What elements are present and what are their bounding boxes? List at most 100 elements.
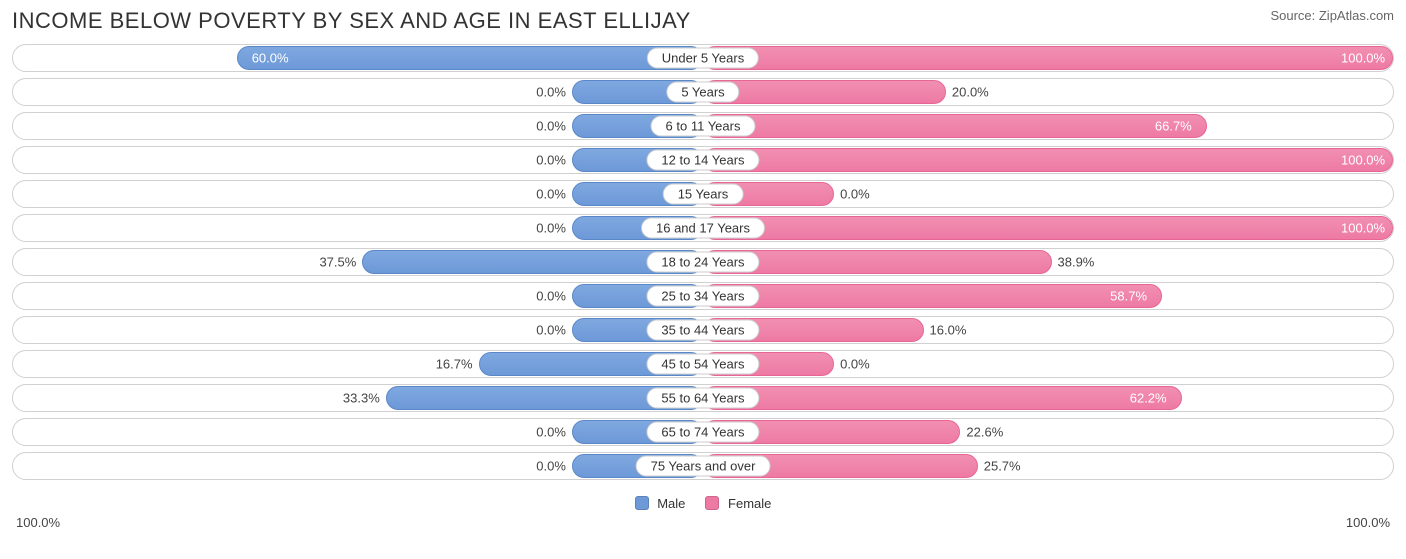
male-value-label: 33.3% xyxy=(343,391,380,406)
female-value-label: 25.7% xyxy=(984,459,1021,474)
male-half: 0.0% xyxy=(13,283,703,309)
category-label: 55 to 64 Years xyxy=(646,388,759,409)
female-swatch-icon xyxy=(705,496,719,510)
female-value-label: 20.0% xyxy=(952,85,989,100)
male-value-label: 16.7% xyxy=(436,357,473,372)
category-label: 75 Years and over xyxy=(636,456,771,477)
female-bar xyxy=(703,148,1393,172)
female-value-label: 0.0% xyxy=(840,187,870,202)
male-swatch-icon xyxy=(635,496,649,510)
legend-male: Male xyxy=(635,496,686,511)
chart-source: Source: ZipAtlas.com xyxy=(1270,8,1394,23)
male-value-label: 0.0% xyxy=(536,459,566,474)
female-half: 0.0% xyxy=(703,351,1393,377)
axis-left-label: 100.0% xyxy=(16,515,60,530)
male-half: 0.0% xyxy=(13,147,703,173)
chart-row: 0.0% 0.0% 15 Years xyxy=(12,180,1394,208)
male-value-label: 60.0% xyxy=(252,51,289,66)
male-half: 0.0% xyxy=(13,453,703,479)
female-half: 100.0% xyxy=(703,45,1393,71)
female-half: 22.6% xyxy=(703,419,1393,445)
female-value-label: 22.6% xyxy=(966,425,1003,440)
female-value-label: 58.7% xyxy=(1110,289,1147,304)
chart-row: 0.0% 58.7% 25 to 34 Years xyxy=(12,282,1394,310)
category-label: 65 to 74 Years xyxy=(646,422,759,443)
male-half: 0.0% xyxy=(13,215,703,241)
category-label: 15 Years xyxy=(663,184,744,205)
category-label: 18 to 24 Years xyxy=(646,252,759,273)
female-half: 25.7% xyxy=(703,453,1393,479)
chart-legend: Male Female xyxy=(12,496,1394,511)
female-half: 38.9% xyxy=(703,249,1393,275)
female-half: 0.0% xyxy=(703,181,1393,207)
female-half: 58.7% xyxy=(703,283,1393,309)
chart-row: 0.0% 16.0% 35 to 44 Years xyxy=(12,316,1394,344)
female-value-label: 100.0% xyxy=(1341,51,1385,66)
male-value-label: 0.0% xyxy=(536,221,566,236)
female-bar xyxy=(703,80,946,104)
female-half: 100.0% xyxy=(703,215,1393,241)
category-label: 35 to 44 Years xyxy=(646,320,759,341)
chart-row: 0.0% 25.7% 75 Years and over xyxy=(12,452,1394,480)
male-half: 0.0% xyxy=(13,181,703,207)
legend-male-label: Male xyxy=(657,496,685,511)
female-value-label: 100.0% xyxy=(1341,221,1385,236)
chart-row: 60.0% 100.0% Under 5 Years xyxy=(12,44,1394,72)
chart-row: 0.0% 100.0% 16 and 17 Years xyxy=(12,214,1394,242)
chart-row: 37.5% 38.9% 18 to 24 Years xyxy=(12,248,1394,276)
chart-row: 16.7% 0.0% 45 to 54 Years xyxy=(12,350,1394,378)
category-label: 5 Years xyxy=(666,82,739,103)
chart-area: 60.0% 100.0% Under 5 Years 0.0% 20.0% 5 Years… xyxy=(12,44,1394,492)
male-value-label: 0.0% xyxy=(536,323,566,338)
female-bar xyxy=(703,216,1393,240)
chart-title: INCOME BELOW POVERTY BY SEX AND AGE IN E… xyxy=(12,8,691,34)
male-value-label: 0.0% xyxy=(536,119,566,134)
male-value-label: 0.0% xyxy=(536,425,566,440)
male-value-label: 0.0% xyxy=(536,187,566,202)
male-value-label: 37.5% xyxy=(319,255,356,270)
female-half: 66.7% xyxy=(703,113,1393,139)
chart-row: 0.0% 100.0% 12 to 14 Years xyxy=(12,146,1394,174)
female-value-label: 38.9% xyxy=(1058,255,1095,270)
male-half: 0.0% xyxy=(13,79,703,105)
female-value-label: 100.0% xyxy=(1341,153,1385,168)
female-half: 62.2% xyxy=(703,385,1393,411)
category-label: 45 to 54 Years xyxy=(646,354,759,375)
female-bar xyxy=(703,114,1207,138)
category-label: 25 to 34 Years xyxy=(646,286,759,307)
male-value-label: 0.0% xyxy=(536,289,566,304)
female-bar xyxy=(703,386,1182,410)
legend-female: Female xyxy=(705,496,771,511)
female-value-label: 66.7% xyxy=(1155,119,1192,134)
male-value-label: 0.0% xyxy=(536,85,566,100)
chart-axis: 100.0% 100.0% xyxy=(12,515,1394,530)
female-bar xyxy=(703,46,1393,70)
male-bar xyxy=(237,46,703,70)
male-half: 60.0% xyxy=(13,45,703,71)
chart-row: 33.3% 62.2% 55 to 64 Years xyxy=(12,384,1394,412)
legend-female-label: Female xyxy=(728,496,771,511)
chart-header: INCOME BELOW POVERTY BY SEX AND AGE IN E… xyxy=(12,8,1394,34)
category-label: 12 to 14 Years xyxy=(646,150,759,171)
male-half: 0.0% xyxy=(13,113,703,139)
male-half: 33.3% xyxy=(13,385,703,411)
male-half: 0.0% xyxy=(13,419,703,445)
female-value-label: 16.0% xyxy=(930,323,967,338)
male-value-label: 0.0% xyxy=(536,153,566,168)
female-value-label: 62.2% xyxy=(1130,391,1167,406)
male-half: 37.5% xyxy=(13,249,703,275)
category-label: Under 5 Years xyxy=(647,48,759,69)
category-label: 6 to 11 Years xyxy=(651,116,756,137)
chart-row: 0.0% 20.0% 5 Years xyxy=(12,78,1394,106)
female-half: 100.0% xyxy=(703,147,1393,173)
male-half: 16.7% xyxy=(13,351,703,377)
male-half: 0.0% xyxy=(13,317,703,343)
female-bar xyxy=(703,284,1162,308)
chart-row: 0.0% 22.6% 65 to 74 Years xyxy=(12,418,1394,446)
female-half: 16.0% xyxy=(703,317,1393,343)
axis-right-label: 100.0% xyxy=(1346,515,1390,530)
chart-row: 0.0% 66.7% 6 to 11 Years xyxy=(12,112,1394,140)
female-value-label: 0.0% xyxy=(840,357,870,372)
category-label: 16 and 17 Years xyxy=(641,218,765,239)
female-half: 20.0% xyxy=(703,79,1393,105)
